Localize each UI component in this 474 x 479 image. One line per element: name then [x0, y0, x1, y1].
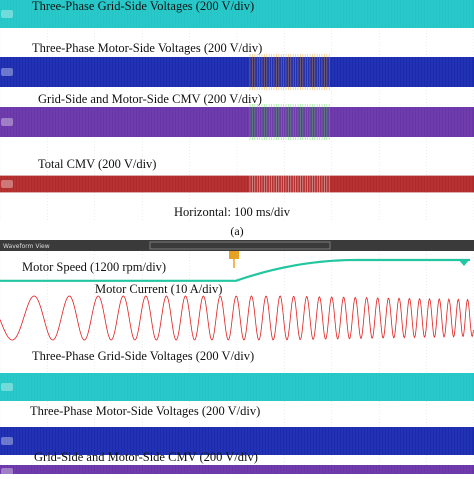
trace-a-1	[0, 54, 474, 90]
oscilloscope-screen-a: Three-Phase Grid-Side Voltages (200 V/di…	[0, 0, 474, 222]
channel-marker	[1, 118, 13, 126]
trace-label: Three-Phase Motor-Side Voltages (200 V/d…	[32, 41, 262, 55]
channel-marker	[1, 180, 13, 188]
channel-marker	[1, 437, 13, 445]
traces-b	[0, 258, 474, 479]
trace-band	[0, 0, 474, 28]
trace-label: Grid-Side and Motor-Side CMV (200 V/div)	[38, 92, 262, 106]
trace-label: Motor Current (10 A/div)	[95, 282, 222, 296]
grid-b	[0, 251, 474, 474]
trace-bands-a	[0, 0, 474, 196]
trace-b-4	[0, 465, 474, 479]
trace-band	[0, 175, 474, 193]
trace-label: Three-Phase Motor-Side Voltages (200 V/d…	[30, 404, 260, 418]
oscilloscope-panel-a: Three-Phase Grid-Side Voltages (200 V/di…	[0, 0, 474, 222]
trace-a-2	[0, 104, 474, 140]
trigger-marker	[229, 251, 239, 259]
channel-marker	[1, 468, 13, 476]
horizontal-label-bg	[170, 203, 320, 219]
trace-label: Three-Phase Grid-Side Voltages (200 V/di…	[32, 349, 254, 363]
oscilloscope-screen-b: Waveform View Motor Speed (1200 rpm/div)…	[0, 240, 474, 479]
motor-speed-trace	[0, 258, 470, 282]
trace-band	[0, 427, 474, 455]
trace-label: Total CMV (200 V/div)	[38, 157, 156, 171]
motor-current-trace	[0, 295, 474, 341]
trace-a-3	[0, 172, 474, 196]
trace-labels-a: Three-Phase Grid-Side Voltages (200 V/di…	[32, 0, 262, 171]
channel-marker	[1, 383, 13, 391]
caption-a: (a)	[230, 224, 244, 238]
trace-b-3	[0, 427, 474, 455]
waveform-view-title: Waveform View	[3, 243, 50, 250]
horizontal-scale-label: Horizontal: 100 ms/div	[174, 205, 291, 219]
trace-label: Motor Speed (1200 rpm/div)	[22, 260, 166, 274]
waveform-view-bar	[0, 240, 474, 251]
trace-b-2	[0, 373, 474, 401]
trace-label: Three-Phase Grid-Side Voltages (200 V/di…	[32, 0, 254, 13]
channel-marker	[1, 68, 13, 76]
trace-band	[0, 107, 474, 137]
trace-band	[0, 373, 474, 401]
oscilloscope-panel-b: Waveform View Motor Speed (1200 rpm/div)…	[0, 240, 474, 479]
record-overview-bar	[149, 241, 331, 250]
trace-labels-b: Motor Speed (1200 rpm/div) Motor Current …	[22, 260, 260, 464]
trace-label: Grid-Side and Motor-Side CMV (200 V/div)	[34, 450, 258, 464]
channel-marker	[1, 10, 13, 18]
trace-a-0	[0, 0, 474, 28]
trace-band	[0, 57, 474, 87]
